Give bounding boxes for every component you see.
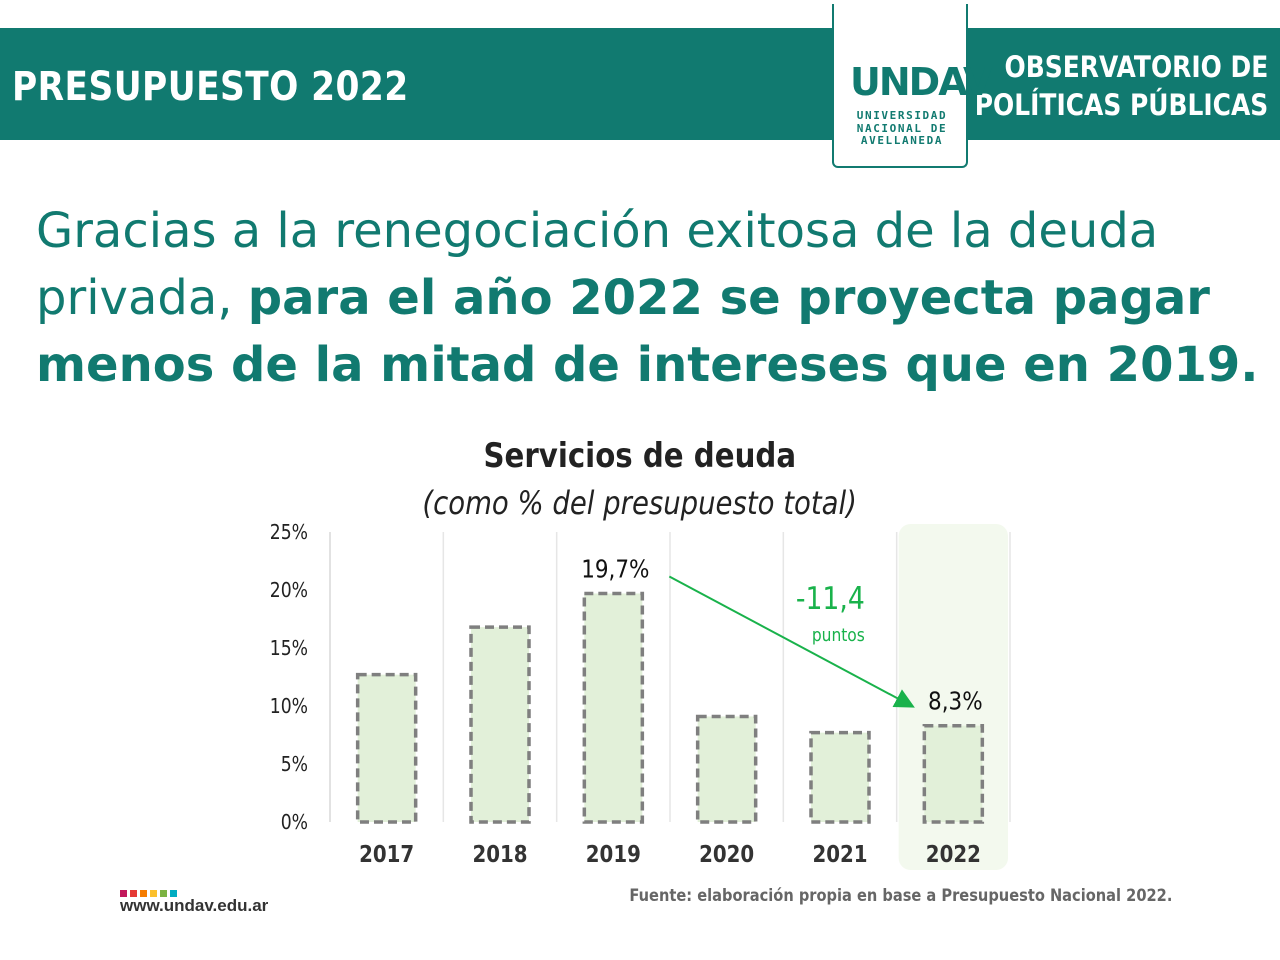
brand-dot bbox=[140, 890, 147, 897]
change-unit: puntos bbox=[812, 624, 865, 645]
change-value: -11,4 bbox=[796, 580, 865, 616]
data-label-2019: 19,7% bbox=[581, 555, 649, 584]
logo-line-1: UNIVERSIDAD bbox=[856, 109, 948, 122]
y-tick-label: 20% bbox=[270, 580, 308, 603]
chart-title: Servicios de deuda bbox=[483, 436, 797, 476]
logo-line-2: NACIONAL DE bbox=[856, 121, 948, 135]
y-tick-label: 5% bbox=[281, 754, 308, 777]
y-tick-label: 0% bbox=[281, 812, 308, 835]
x-tick-label: 2017 bbox=[359, 842, 414, 869]
logo-line-3: AVELLANEDA bbox=[860, 134, 944, 147]
brand-dot bbox=[130, 890, 137, 897]
header-banner bbox=[0, 28, 1280, 140]
headline: Gracias a la renegociación exitosa de la… bbox=[36, 198, 1266, 399]
headline-emphasis: para el año 2022 se proyecta pagar menos… bbox=[36, 270, 1259, 393]
y-tick-label: 25% bbox=[270, 522, 308, 545]
brand-color-dots bbox=[120, 884, 180, 902]
bar-2021 bbox=[809, 730, 871, 824]
website-url: www.undav.edu.ar bbox=[120, 896, 269, 915]
bar-2022 bbox=[922, 723, 985, 824]
bar-2017 bbox=[355, 672, 418, 824]
logo-text: UNIVERSIDAD NACIONAL DE AVELLANEDA bbox=[844, 109, 960, 148]
organization-line-1: OBSERVATORIO DE bbox=[1004, 50, 1268, 84]
chart-subtitle: (como % del presupuesto total) bbox=[422, 484, 858, 522]
x-tick-label: 2022 bbox=[926, 842, 981, 869]
x-tick-label: 2020 bbox=[699, 842, 754, 869]
university-logo: UNDAV UNIVERSIDAD NACIONAL DE AVELLANEDA bbox=[832, 4, 992, 168]
organization-name: OBSERVATORIO DE POLÍTICAS PÚBLICAS bbox=[975, 48, 1268, 124]
data-label-2022: 8,3% bbox=[928, 687, 983, 716]
y-tick-label: 10% bbox=[270, 696, 308, 719]
organization-line-2: POLÍTICAS PÚBLICAS bbox=[974, 88, 1268, 122]
x-tick-label: 2019 bbox=[586, 842, 641, 869]
brand-dot bbox=[160, 890, 167, 897]
brand-dot bbox=[170, 890, 177, 897]
bar-2018 bbox=[469, 625, 531, 824]
headline-intro: Gracias a la renegociación exitosa de la… bbox=[36, 203, 1159, 326]
change-arrow bbox=[668, 575, 915, 708]
brand-dot bbox=[150, 890, 157, 897]
x-tick-label: 2018 bbox=[472, 842, 527, 869]
x-tick-label: 2021 bbox=[812, 842, 867, 869]
page-title: PRESUPUESTO 2022 bbox=[12, 64, 409, 110]
bar-2020 bbox=[695, 714, 758, 824]
source-note: Fuente: elaboración propia en base a Pre… bbox=[629, 886, 1172, 906]
brand-dot bbox=[120, 890, 127, 897]
bar-2019 bbox=[582, 591, 645, 824]
y-tick-label: 15% bbox=[270, 638, 308, 661]
